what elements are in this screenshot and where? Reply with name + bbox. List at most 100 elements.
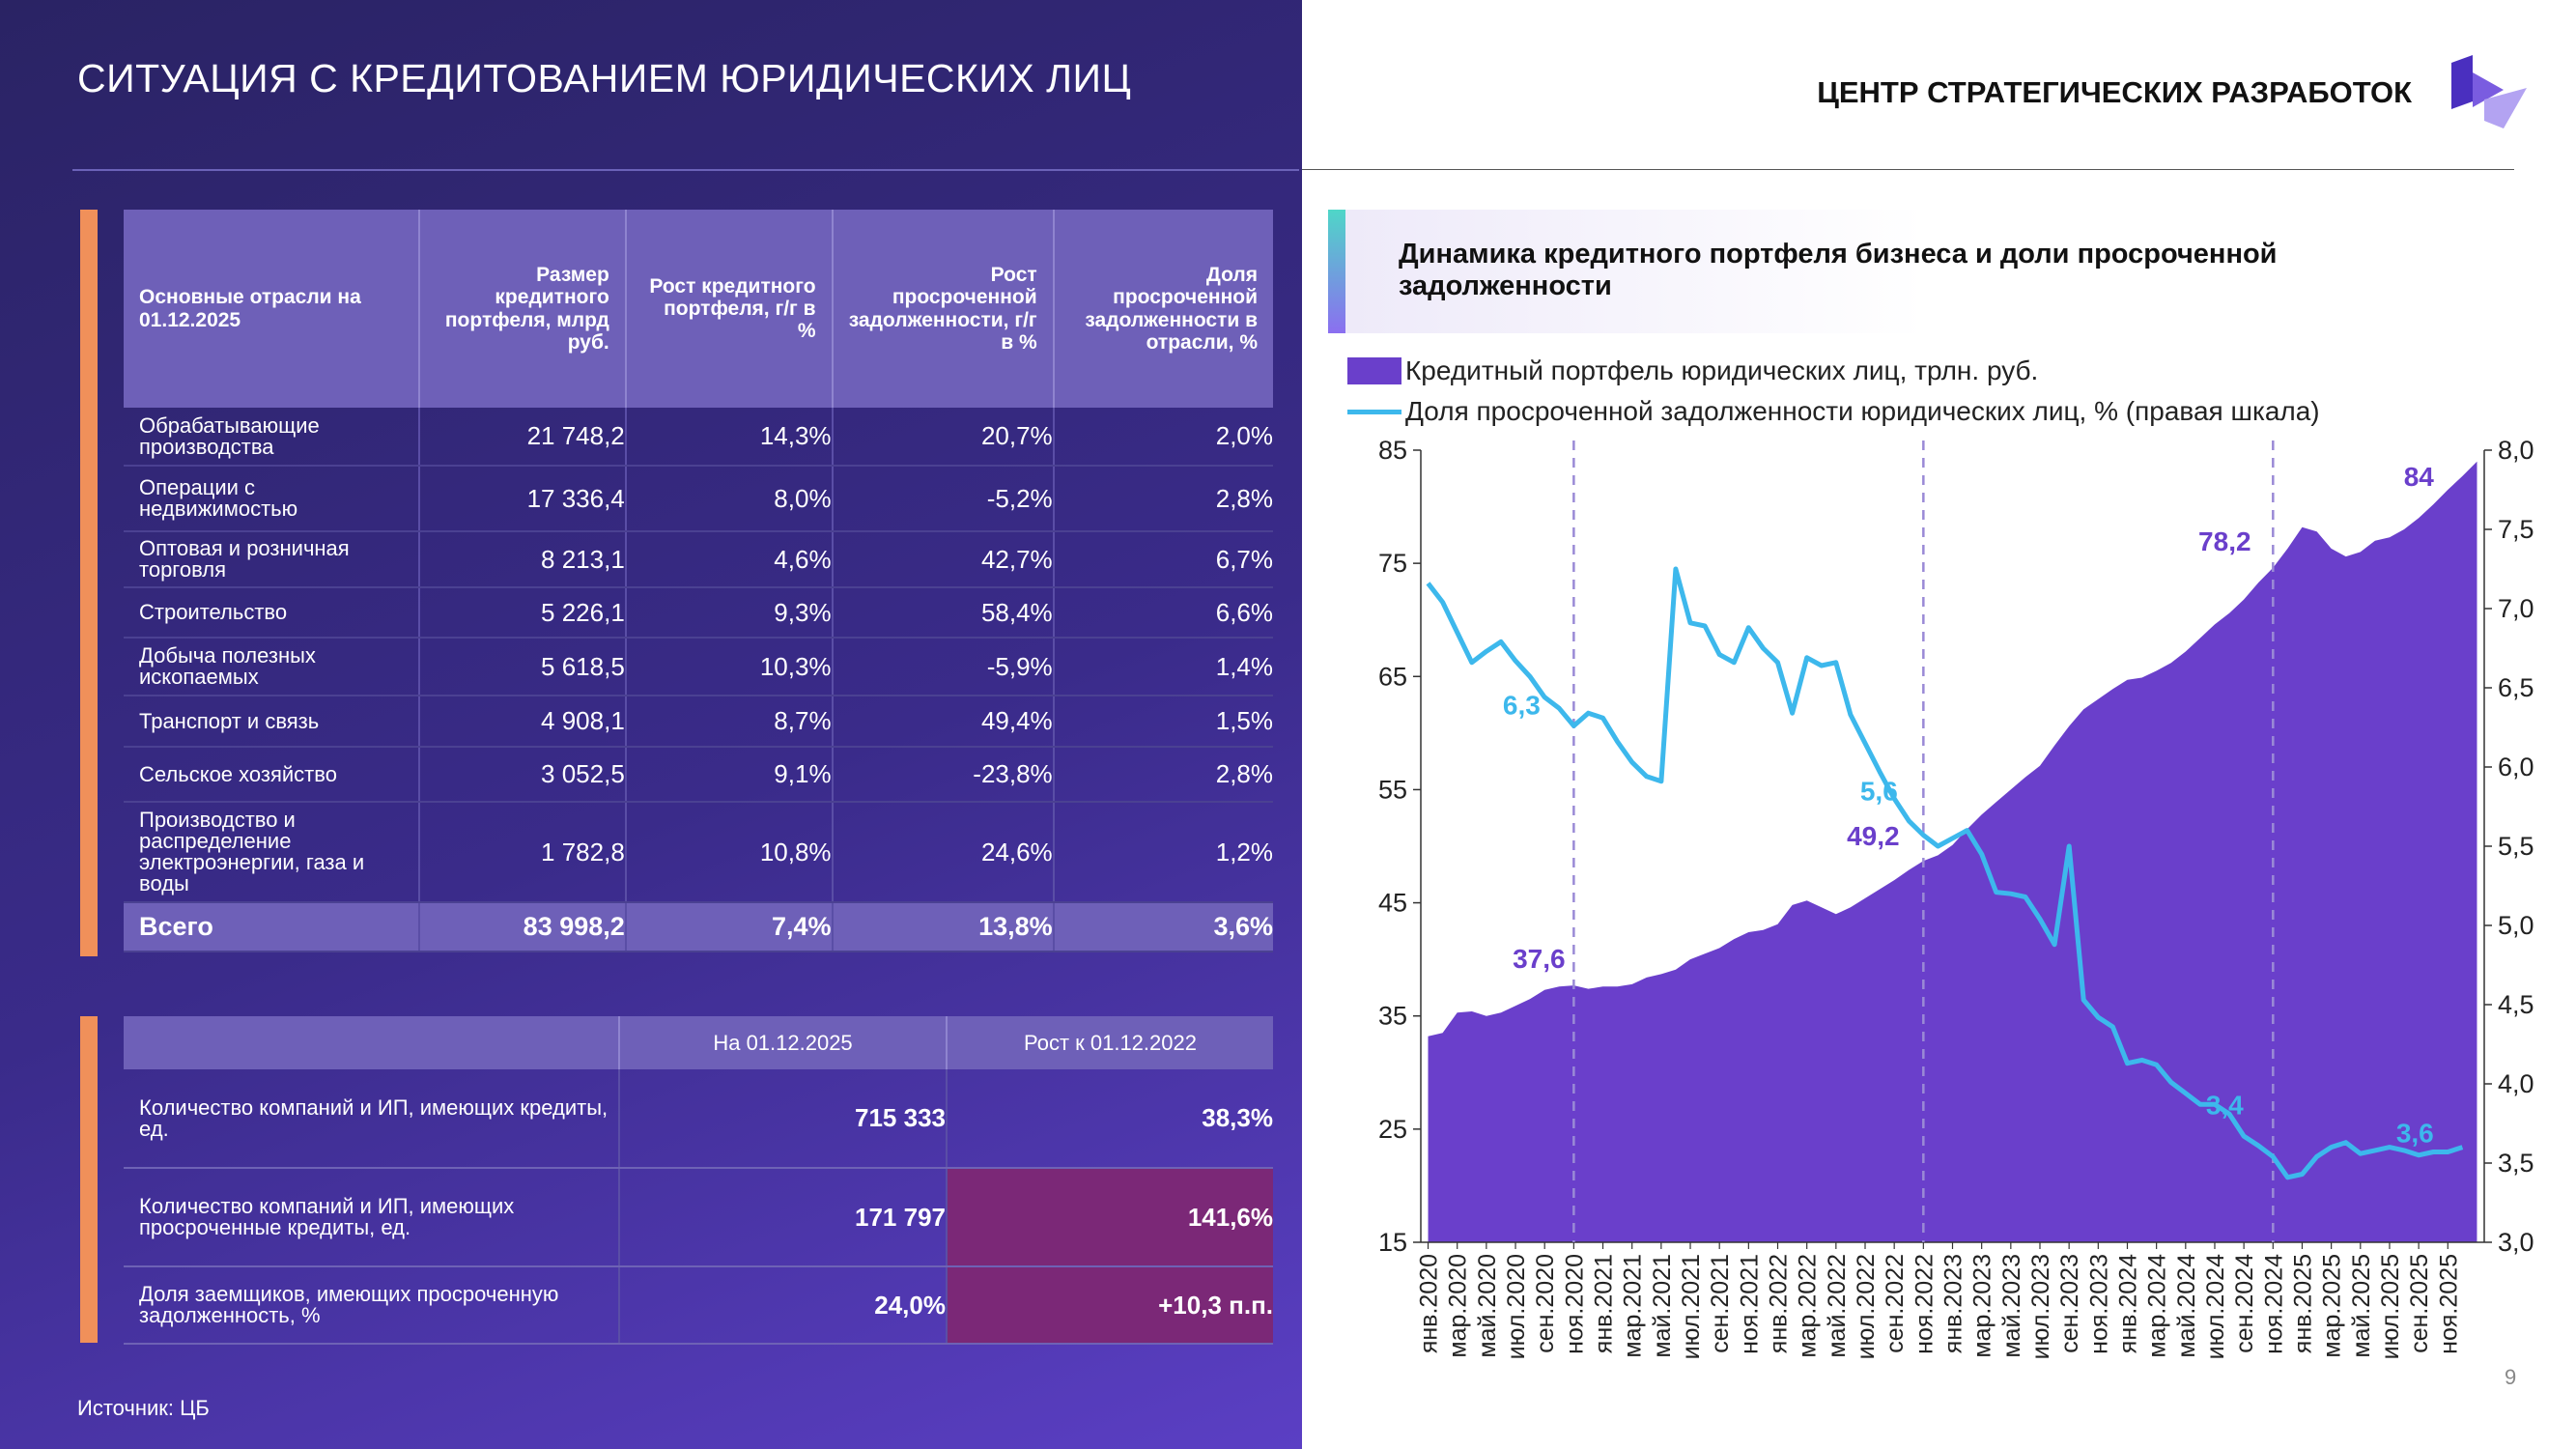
table-cell: 24,0%: [619, 1266, 948, 1345]
table-cell: 20,7%: [832, 408, 1055, 467]
left-tick-label: 25: [1378, 1115, 1407, 1144]
table-cell: Обрабатывающие производства: [124, 408, 420, 467]
legend-swatch-area: [1347, 357, 1401, 384]
data-label: 6,3: [1503, 690, 1541, 720]
chart-title: Динамика кредитного портфеля бизнеса и д…: [1399, 239, 2278, 302]
series-area-credit-portfolio: [1428, 461, 2477, 1242]
table-cell: 5 618,5: [419, 638, 627, 696]
table-cell: 83 998,2: [419, 902, 627, 952]
right-tick-label: 8,0: [2498, 436, 2534, 465]
table-row: Строительство 5 226,1 9,3% 58,4% 6,6%: [124, 587, 1273, 639]
table-row: Производство и распределение электроэнер…: [124, 802, 1273, 903]
table-cell: 6,7%: [1053, 531, 1273, 588]
x-tick-label: янв.2021: [1591, 1254, 1618, 1353]
x-tick-label: мар.2022: [1795, 1254, 1822, 1358]
left-tick-label: 45: [1378, 889, 1407, 918]
table-row: Количество компаний и ИП, имеющих кредит…: [124, 1069, 1273, 1169]
table-cell: 38,3%: [947, 1069, 1273, 1169]
x-tick-label: мар.2023: [1969, 1254, 1996, 1358]
table-cell: Всего: [124, 902, 420, 952]
table-cell: Оптовая и розничная торговля: [124, 531, 420, 588]
table-cell: -5,2%: [832, 466, 1055, 532]
x-tick-label: ноя.2022: [1911, 1254, 1938, 1354]
x-tick-label: май.2025: [2348, 1254, 2375, 1358]
table-cell: 10,8%: [625, 802, 834, 903]
page-title: СИТУАЦИЯ С КРЕДИТОВАНИЕМ ЮРИДИЧЕСКИХ ЛИЦ: [77, 56, 1132, 100]
table-cell: 8,7%: [625, 696, 834, 748]
x-tick-label: янв.2024: [2114, 1254, 2141, 1353]
table-row: Сельское хозяйство 3 052,5 9,1% -23,8% 2…: [124, 747, 1273, 803]
left-tick-label: 65: [1378, 662, 1407, 691]
x-tick-label: сен.2021: [1707, 1254, 1734, 1353]
column-header: На 01.12.2025: [619, 1016, 948, 1069]
table-header-row: На 01.12.2025 Рост к 01.12.2022: [124, 1016, 1273, 1069]
right-tick-label: 4,0: [2498, 1069, 2534, 1098]
x-tick-label: май.2024: [2173, 1254, 2200, 1358]
table-cell: Операции с недвижимостью: [124, 466, 420, 532]
table-row: Добыча полезных ископаемых 5 618,5 10,3%…: [124, 638, 1273, 696]
table-row: Доля заемщиков, имеющих просроченную зад…: [124, 1266, 1273, 1345]
table-cell: Производство и распределение электроэнер…: [124, 802, 420, 903]
table-cell: 4 908,1: [419, 696, 627, 748]
data-label: 78,2: [2198, 526, 2251, 556]
accent-bar: [80, 210, 98, 956]
legend-item: Кредитный портфель юридических лиц, трлн…: [1347, 351, 2320, 391]
left-tick-label: 55: [1378, 775, 1407, 804]
table-total-row: Всего 83 998,2 7,4% 13,8% 3,6%: [124, 902, 1273, 952]
legend-swatch-line: [1347, 409, 1401, 414]
table-cell: Транспорт и связь: [124, 696, 420, 748]
x-tick-label: янв.2023: [1940, 1254, 1967, 1353]
table-cell: 9,3%: [625, 587, 834, 639]
data-label: 5,6: [1860, 777, 1898, 807]
column-header: Рост просроченной задолженности, г/г в %: [832, 210, 1055, 408]
table-cell: 2,0%: [1053, 408, 1273, 467]
table-cell: 1,5%: [1053, 696, 1273, 748]
series-line-overdue-share: [1426, 566, 2464, 1180]
table-cell: -5,9%: [832, 638, 1055, 696]
industry-table: Основные отрасли на 01.12.2025 Размер кр…: [124, 210, 1273, 952]
data-label: 3,4: [2206, 1090, 2244, 1120]
x-tick-label: июл.2021: [1678, 1254, 1705, 1359]
data-label: 3,6: [2396, 1119, 2434, 1149]
divider: [72, 169, 1299, 171]
data-label: 84: [2404, 462, 2435, 492]
table-cell: 1,2%: [1053, 802, 1273, 903]
x-tick-label: май.2022: [1824, 1254, 1851, 1358]
right-tick-label: 5,5: [2498, 832, 2534, 861]
x-tick-label: май.2021: [1649, 1254, 1676, 1358]
data-label: 49,2: [1847, 821, 1900, 851]
table-cell: 49,4%: [832, 696, 1055, 748]
table-cell: 4,6%: [625, 531, 834, 588]
table-cell: 715 333: [619, 1069, 948, 1169]
table-row: Обрабатывающие производства 21 748,2 14,…: [124, 408, 1273, 467]
x-tick-label: июл.2023: [2027, 1254, 2054, 1359]
table-row: Оптовая и розничная торговля 8 213,1 4,6…: [124, 531, 1273, 588]
table-cell: Количество компаний и ИП, имеющих кредит…: [124, 1069, 620, 1169]
left-tick-label: 35: [1378, 1002, 1407, 1031]
legend-item: Доля просроченной задолженности юридичес…: [1347, 391, 2320, 432]
table-cell: 13,8%: [832, 902, 1055, 952]
table-cell: 141,6%: [947, 1168, 1273, 1267]
left-tick-label: 85: [1378, 436, 1407, 465]
credit-portfolio-chart: 15 25 35 45 55 65 75 85 3,0 3,5 4,0 4,5 5,0 5,5 6,0 6,5…: [1378, 436, 2534, 1359]
x-tick-label: июл.2024: [2202, 1254, 2229, 1359]
table-cell: 24,6%: [832, 802, 1055, 903]
right-tick-label: 4,5: [2498, 990, 2534, 1019]
table-row: Количество компаний и ИП, имеющих просро…: [124, 1168, 1273, 1267]
x-tick-label: сен.2024: [2231, 1254, 2258, 1353]
table-cell: +10,3 п.п.: [947, 1266, 1273, 1345]
x-tick-label: янв.2022: [1766, 1254, 1793, 1353]
right-tick-label: 3,5: [2498, 1149, 2534, 1178]
accent-bar: [80, 1016, 98, 1343]
column-header: Основные отрасли на 01.12.2025: [124, 210, 420, 408]
table-cell: 8 213,1: [419, 531, 627, 588]
table-row: Транспорт и связь 4 908,1 8,7% 49,4% 1,5…: [124, 696, 1273, 748]
source-note: Источник: ЦБ: [77, 1396, 210, 1420]
x-tick-label: май.2023: [1998, 1254, 2025, 1358]
x-tick-label: мар.2024: [2144, 1254, 2171, 1358]
x-tick-label: сен.2020: [1532, 1254, 1559, 1353]
table-row: Операции с недвижимостью 17 336,4 8,0% -…: [124, 466, 1273, 532]
right-tick-label: 7,5: [2498, 515, 2534, 544]
x-tick-label: мар.2020: [1445, 1254, 1472, 1358]
page-number: 9: [2505, 1365, 2517, 1389]
